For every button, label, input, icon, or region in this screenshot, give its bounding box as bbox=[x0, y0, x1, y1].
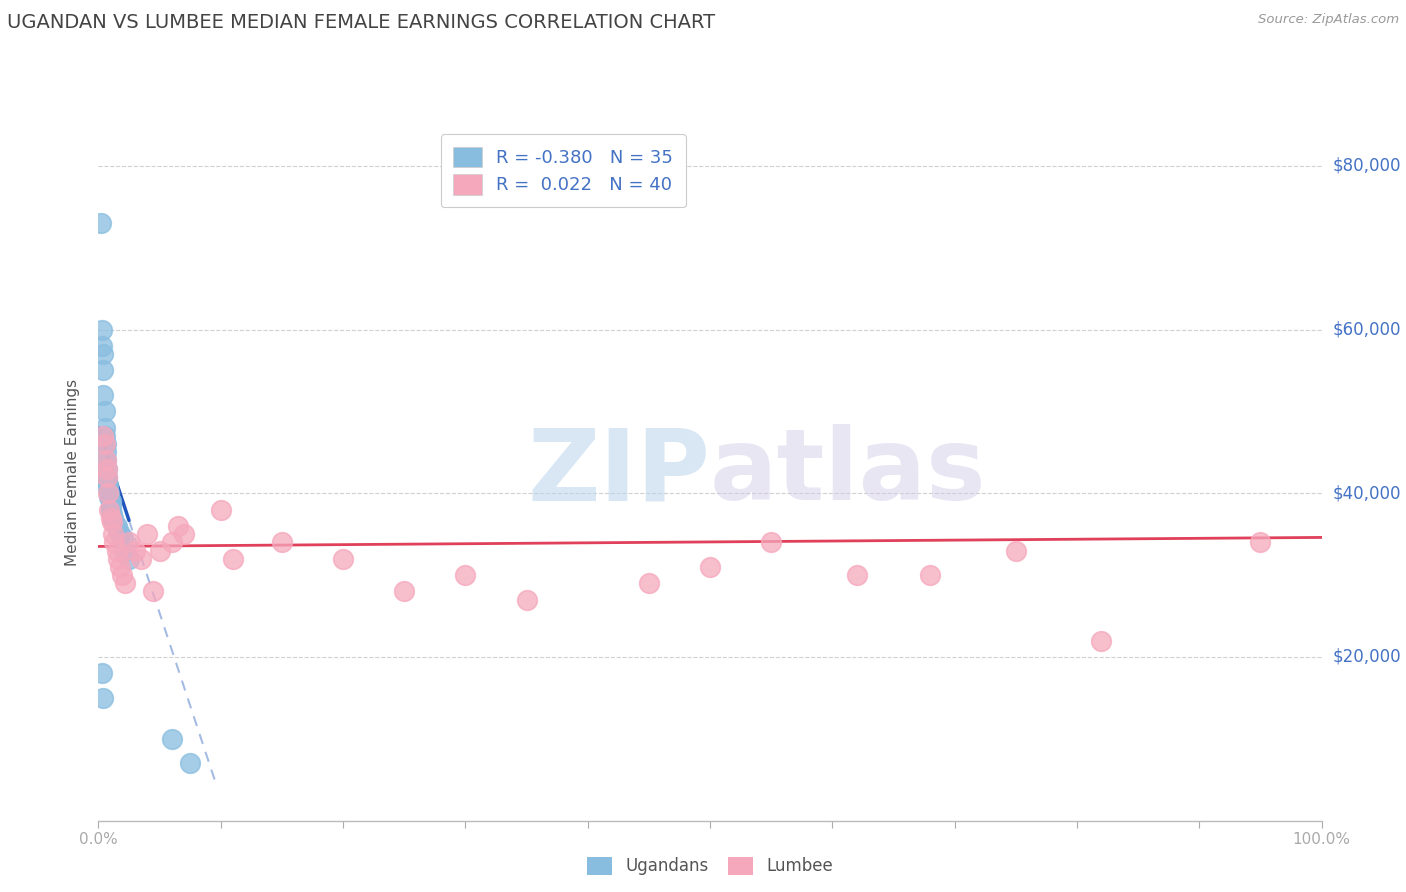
Text: $80,000: $80,000 bbox=[1333, 157, 1402, 175]
Point bbox=[96, 470, 118, 484]
Point bbox=[101, 510, 124, 524]
Point bbox=[94, 445, 117, 459]
Point bbox=[91, 339, 114, 353]
Point bbox=[96, 474, 118, 488]
Point bbox=[1249, 535, 1271, 549]
Point bbox=[90, 216, 112, 230]
Point bbox=[1004, 543, 1026, 558]
Point bbox=[93, 429, 115, 443]
Point bbox=[111, 568, 134, 582]
Point bbox=[110, 560, 132, 574]
Point bbox=[93, 421, 115, 435]
Point bbox=[101, 507, 124, 521]
Point bbox=[160, 535, 183, 549]
Point bbox=[118, 551, 141, 566]
Point bbox=[111, 531, 134, 545]
Text: $20,000: $20,000 bbox=[1333, 648, 1402, 666]
Text: Source: ZipAtlas.com: Source: ZipAtlas.com bbox=[1258, 13, 1399, 27]
Point bbox=[91, 690, 114, 705]
Point bbox=[91, 388, 114, 402]
Point bbox=[93, 437, 115, 451]
Point bbox=[96, 461, 118, 475]
Point bbox=[142, 584, 165, 599]
Legend: Ugandans, Lumbee: Ugandans, Lumbee bbox=[581, 850, 839, 882]
Point bbox=[96, 470, 118, 484]
Point bbox=[91, 363, 114, 377]
Point bbox=[149, 543, 172, 558]
Point bbox=[100, 499, 122, 513]
Point bbox=[845, 568, 868, 582]
Point bbox=[97, 486, 120, 500]
Point bbox=[93, 404, 115, 418]
Point bbox=[105, 519, 128, 533]
Y-axis label: Median Female Earnings: Median Female Earnings bbox=[65, 379, 80, 566]
Point bbox=[96, 461, 118, 475]
Point bbox=[392, 584, 416, 599]
Point bbox=[97, 478, 120, 492]
Point bbox=[129, 551, 152, 566]
Point bbox=[100, 502, 122, 516]
Point bbox=[920, 568, 942, 582]
Point bbox=[91, 429, 114, 443]
Text: ZIP: ZIP bbox=[527, 425, 710, 521]
Point bbox=[160, 731, 183, 746]
Point bbox=[515, 592, 537, 607]
Point bbox=[637, 576, 661, 591]
Point bbox=[107, 551, 129, 566]
Point bbox=[761, 535, 783, 549]
Point bbox=[173, 527, 195, 541]
Point bbox=[114, 543, 136, 558]
Point bbox=[124, 543, 146, 558]
Point bbox=[270, 535, 294, 549]
Text: atlas: atlas bbox=[710, 425, 987, 521]
Point bbox=[107, 523, 129, 537]
Point bbox=[94, 437, 117, 451]
Point bbox=[94, 453, 117, 467]
Text: $40,000: $40,000 bbox=[1333, 484, 1402, 502]
Point bbox=[97, 482, 120, 496]
Point bbox=[91, 666, 114, 681]
Point bbox=[105, 543, 128, 558]
Point bbox=[94, 453, 117, 467]
Point bbox=[110, 527, 132, 541]
Point bbox=[1090, 633, 1112, 648]
Point bbox=[118, 535, 141, 549]
Point bbox=[209, 502, 232, 516]
Point bbox=[103, 515, 125, 529]
Point bbox=[101, 515, 124, 529]
Point bbox=[167, 519, 190, 533]
Point bbox=[98, 486, 121, 500]
Point bbox=[91, 322, 114, 336]
Point bbox=[98, 502, 121, 516]
Point bbox=[101, 527, 124, 541]
Point bbox=[114, 576, 136, 591]
Point bbox=[98, 491, 121, 505]
Text: UGANDAN VS LUMBEE MEDIAN FEMALE EARNINGS CORRELATION CHART: UGANDAN VS LUMBEE MEDIAN FEMALE EARNINGS… bbox=[7, 13, 716, 32]
Point bbox=[91, 347, 114, 361]
Point bbox=[699, 560, 721, 574]
Point bbox=[100, 510, 122, 524]
Point bbox=[103, 535, 125, 549]
Point bbox=[332, 551, 354, 566]
Point bbox=[100, 494, 122, 508]
Point bbox=[454, 568, 477, 582]
Point bbox=[179, 756, 201, 771]
Point bbox=[136, 527, 159, 541]
Point bbox=[222, 551, 245, 566]
Text: $60,000: $60,000 bbox=[1333, 320, 1402, 339]
